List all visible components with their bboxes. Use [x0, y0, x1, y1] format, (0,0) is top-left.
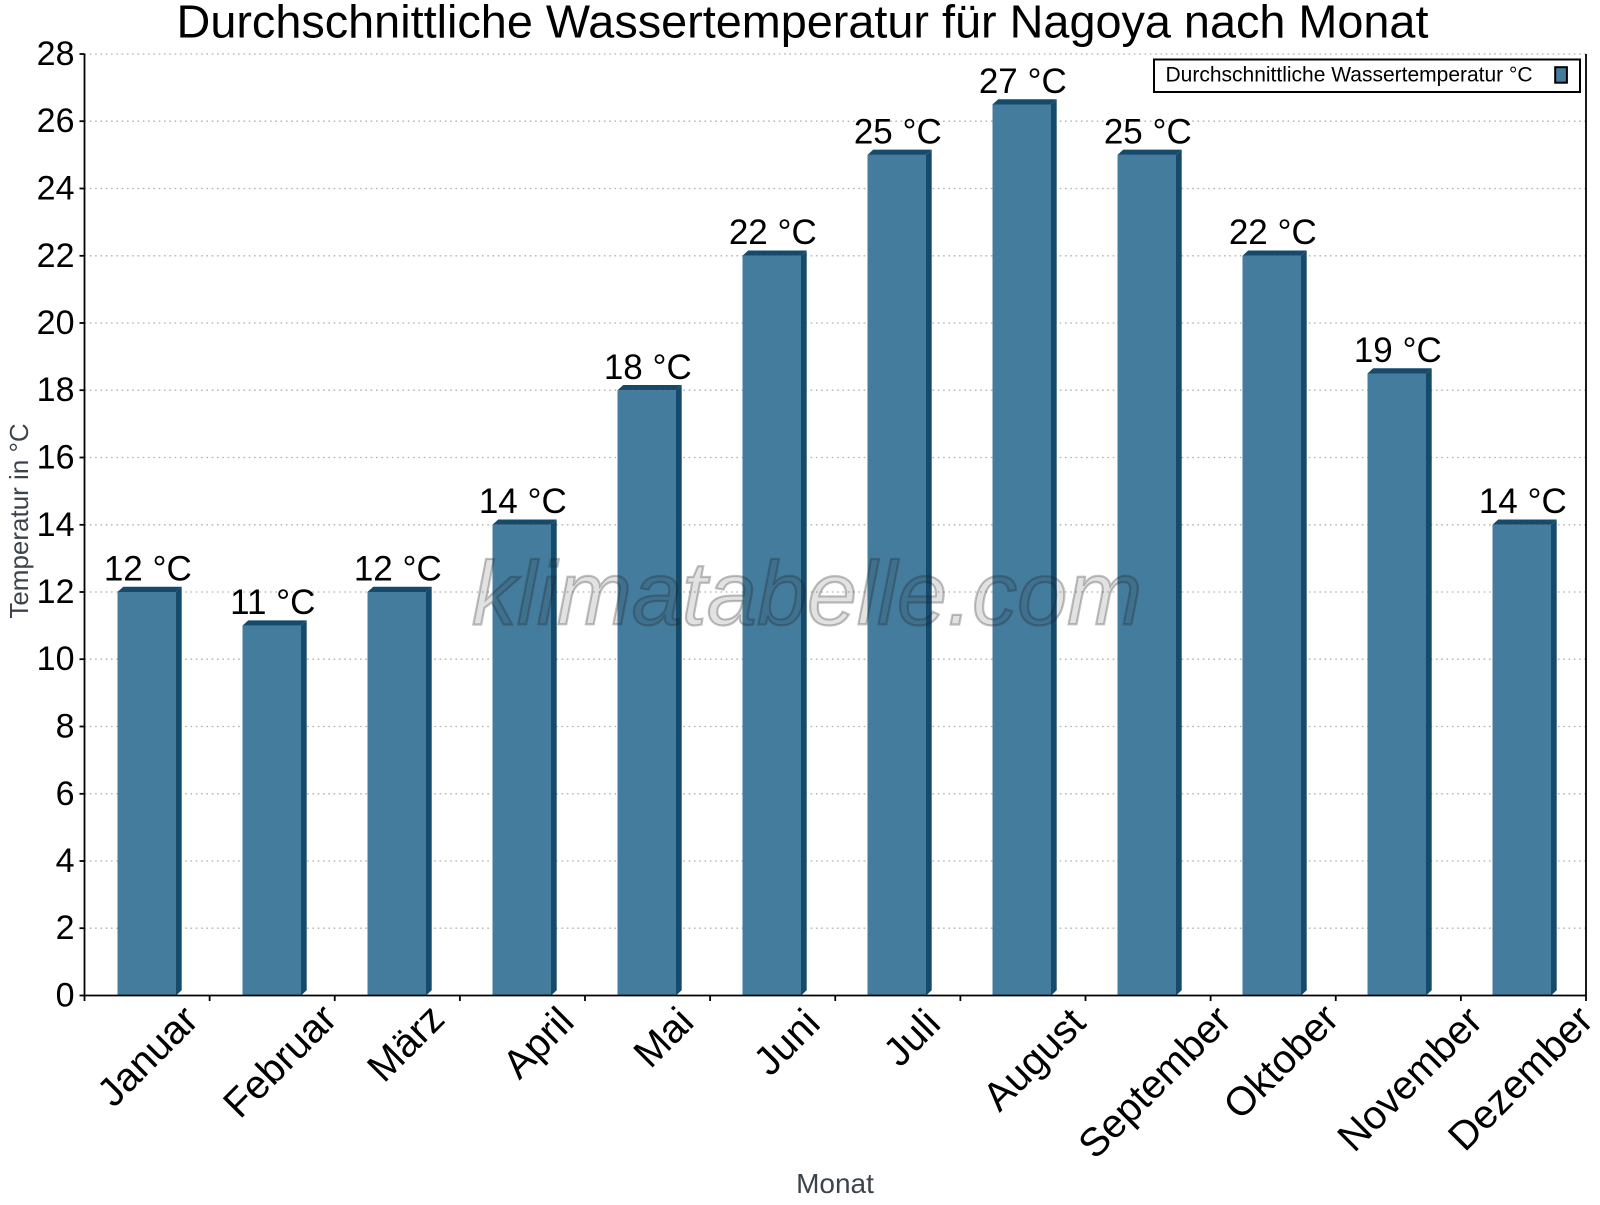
svg-text:14 °C: 14 °C	[479, 482, 567, 521]
svg-text:12 °C: 12 °C	[104, 550, 192, 589]
svg-text:22: 22	[37, 237, 75, 275]
svg-text:28: 28	[37, 35, 75, 73]
svg-text:Durchschnittliche Wassertemper: Durchschnittliche Wassertemperatur für N…	[177, 0, 1429, 48]
svg-text:25 °C: 25 °C	[1104, 112, 1192, 151]
svg-text:26: 26	[37, 102, 75, 140]
svg-text:24: 24	[37, 170, 75, 208]
svg-text:27 °C: 27 °C	[979, 62, 1067, 101]
svg-text:19 °C: 19 °C	[1354, 331, 1442, 370]
svg-text:klimatabelle.com: klimatabelle.com	[472, 545, 1142, 645]
svg-text:22 °C: 22 °C	[1229, 213, 1317, 252]
svg-text:12 °C: 12 °C	[354, 550, 442, 589]
svg-text:11 °C: 11 °C	[230, 583, 315, 622]
svg-text:Monat: Monat	[796, 1168, 874, 1199]
svg-text:14: 14	[37, 506, 75, 544]
svg-text:16: 16	[37, 439, 75, 477]
svg-text:8: 8	[56, 708, 75, 746]
svg-text:18: 18	[37, 371, 75, 409]
svg-text:0: 0	[56, 977, 75, 1015]
svg-text:12: 12	[37, 573, 75, 611]
svg-text:2: 2	[56, 909, 75, 947]
svg-text:4: 4	[56, 842, 75, 880]
svg-text:20: 20	[37, 304, 75, 342]
svg-text:Temperatur in °C: Temperatur in °C	[4, 423, 34, 618]
svg-text:25 °C: 25 °C	[854, 112, 942, 151]
svg-text:18 °C: 18 °C	[604, 348, 692, 387]
svg-text:22 °C: 22 °C	[729, 213, 817, 252]
svg-text:Durchschnittliche Wassertemper: Durchschnittliche Wassertemperatur °C	[1166, 64, 1533, 87]
svg-text:14 °C: 14 °C	[1479, 482, 1567, 521]
svg-text:10: 10	[37, 640, 75, 678]
svg-text:6: 6	[56, 775, 75, 813]
